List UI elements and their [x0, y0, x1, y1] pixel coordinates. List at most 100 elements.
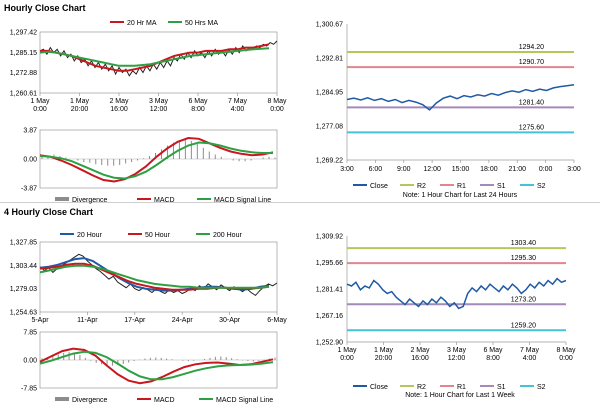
x-tick-label: 24-Apr	[172, 317, 194, 324]
series-close-line	[346, 84, 575, 111]
x-tick-label: 4:00	[231, 106, 245, 113]
y-tick-label: 1,292.81	[316, 56, 343, 63]
x-tick-label: 8 May	[556, 347, 576, 354]
series-macd-signal-line-line	[39, 350, 274, 381]
y-tick-label: 1,260.61	[10, 91, 37, 98]
y-tick-label: 1,303.44	[10, 263, 37, 270]
x-tick-label: 0:00	[559, 355, 573, 362]
y-tick-label: 1,300.67	[316, 22, 343, 29]
x-tick-label: 20:00	[71, 106, 89, 113]
legend-macd-signal-line-label: MACD Signal Line	[216, 397, 273, 404]
series-close-line	[346, 277, 567, 310]
y-tick-label: 7.85	[23, 330, 37, 337]
series-50-hrs-ma-line	[39, 47, 270, 67]
x-tick-label: 4:00	[523, 355, 537, 362]
x-tick-label: 8 May	[267, 98, 287, 105]
four-hourly-pivot-chart: 1,309.92 1,295.66 1,281.41 1,267.16 1,252.90…	[316, 234, 576, 400]
x-tick-label: 12:00	[150, 106, 168, 113]
x-tick-label: 1 May	[374, 347, 394, 354]
x-tick-label: 3 May	[149, 98, 169, 105]
series-macd-signal-line-line	[39, 141, 273, 180]
legend-r1-label: R1	[457, 183, 466, 190]
y-tick-label: -7.85	[21, 386, 37, 393]
x-tick-label: 21:00	[508, 166, 526, 173]
x-tick-label: 0:00	[539, 166, 553, 173]
legend-s2-label: S2	[537, 183, 546, 190]
legend-s1-label: S1	[497, 183, 506, 190]
y-tick-label: 1,272.88	[10, 70, 37, 77]
x-tick-label: 1 May	[337, 347, 357, 354]
legend-50-hour-label: 50 Hour	[145, 232, 171, 239]
x-tick-label: 18:00	[480, 166, 498, 173]
x-tick-label: 3 May	[447, 347, 467, 354]
level-r1-label: 1295.30	[511, 255, 536, 262]
level-r1-label: 1290.70	[519, 59, 544, 66]
series-50-hour-line	[39, 262, 270, 291]
level-s2-label: 1259.20	[511, 322, 536, 329]
x-tick-label: 0:00	[33, 106, 47, 113]
level-s1-label: 1273.20	[511, 296, 536, 303]
x-tick-label: 30-Apr	[219, 317, 241, 324]
level-r2-label: 1303.40	[511, 240, 536, 247]
series-macd-line	[39, 136, 274, 183]
legend-200-hour-label: 200 Hour	[213, 232, 242, 239]
x-tick-label: 3:00	[340, 166, 354, 173]
hourly-pivot-chart: 1,300.67 1,292.81 1,284.95 1,277.08 1,269.22…	[316, 22, 581, 200]
y-tick-label: 1,277.08	[316, 124, 343, 131]
y-tick-label: 1,267.16	[316, 313, 343, 320]
chart-note: Note: 1 Hour Chart for Last 1 Week	[405, 392, 515, 399]
legend-r1-label: R1	[457, 384, 466, 391]
y-tick-label: 1,252.90	[316, 340, 343, 347]
y-tick-label: 1,295.66	[316, 260, 343, 267]
legend-divergence-swatch	[55, 397, 69, 401]
hourly-section-title: Hourly Close Chart	[4, 3, 86, 13]
plot-frame	[39, 241, 278, 313]
series-200-hour-line	[39, 264, 270, 289]
level-s2-label: 1275.60	[519, 124, 544, 131]
section-divider	[0, 202, 600, 203]
legend-close-label: Close	[370, 384, 388, 391]
legend-s1-label: S1	[497, 384, 506, 391]
legend-divergence-label: Divergence	[72, 197, 108, 204]
x-tick-label: 16:00	[411, 355, 429, 362]
y-tick-label: 1,309.92	[316, 234, 343, 241]
x-tick-label: 5-Apr	[31, 317, 49, 324]
hourly-macd-chart: 3.87 0.00 -3.87 Divergence MACD MACD Signal L…	[21, 128, 278, 204]
legend-r2-label: R2	[417, 183, 426, 190]
y-tick-label: 3.87	[23, 128, 37, 135]
legend-20-hour-label: 20 Hour	[77, 232, 103, 239]
four-hourly-macd-chart: 7.85 0.00 -7.85 Divergence MACD MACD Signal L…	[21, 330, 278, 404]
level-r2-label: 1294.20	[519, 44, 544, 51]
series-20-hr-ma-line	[40, 43, 270, 72]
x-tick-label: 6:00	[369, 166, 383, 173]
x-tick-label: 7 May	[228, 98, 248, 105]
y-tick-label: 0.00	[23, 358, 37, 365]
x-tick-label: 7 May	[520, 347, 540, 354]
y-tick-label: -3.87	[21, 186, 37, 193]
x-tick-label: 20:00	[375, 355, 393, 362]
legend-divergence-swatch	[55, 197, 69, 201]
four-hourly-price-chart: 1,327.85 1,303.44 1,279.03 1,254.635-Apr 11-…	[10, 232, 287, 324]
y-tick-label: 1,327.85	[10, 240, 37, 247]
y-tick-label: 0.00	[23, 157, 37, 164]
legend-macd-label: MACD	[154, 397, 175, 404]
x-tick-label: 1 May	[70, 98, 90, 105]
x-tick-label: 15:00	[452, 166, 470, 173]
hourly-price-chart: 1,297.421,285.151,272.881,260.611 May0:0…	[10, 20, 287, 113]
x-tick-label: 1 May	[30, 98, 50, 105]
legend-divergence-label: Divergence	[72, 397, 108, 404]
x-tick-label: 8:00	[191, 106, 205, 113]
four-hourly-section-title: 4 Hourly Close Chart	[4, 207, 94, 217]
y-tick-label: 1,284.95	[316, 90, 343, 97]
legend-macd-signal-line-label: MACD Signal Line	[214, 197, 271, 204]
legend-s2-label: S2	[537, 384, 546, 391]
y-tick-label: 1,254.63	[10, 310, 37, 317]
y-tick-label: 1,285.15	[10, 50, 37, 57]
x-tick-label: 12:00	[423, 166, 441, 173]
legend-close-label: Close	[370, 183, 388, 190]
legend-20-hr-ma-label: 20 Hr MA	[127, 20, 157, 27]
x-tick-label: 2 May	[109, 98, 129, 105]
level-s1-label: 1281.40	[519, 99, 544, 106]
x-tick-label: 0:00	[340, 355, 354, 362]
x-tick-label: 3:00	[567, 166, 581, 173]
